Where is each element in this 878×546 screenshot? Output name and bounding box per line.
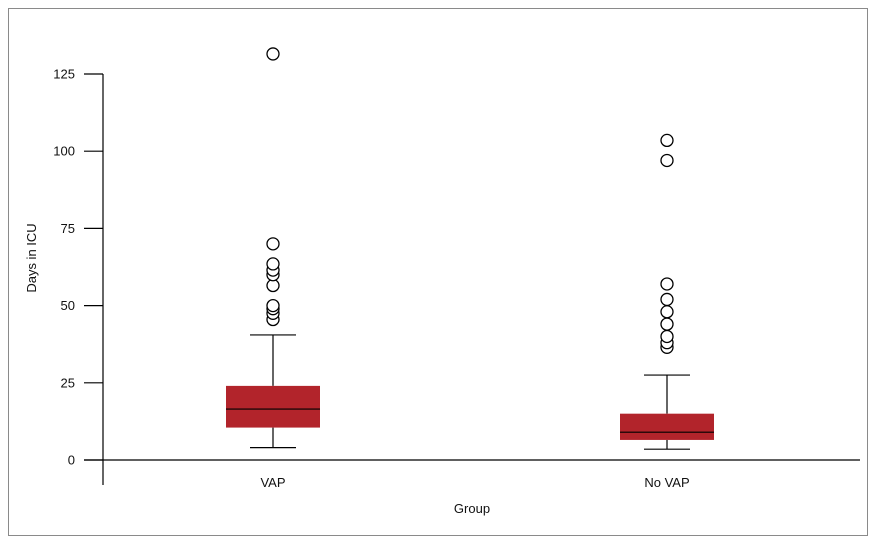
chart-frame [8,8,868,536]
outlier-point [660,133,674,148]
box-no-vap [620,133,714,450]
y-axis-title: Days in ICU [24,223,39,292]
outlier-point [266,298,280,313]
boxes-layer [226,47,714,450]
y-tick-label: 50 [61,298,75,313]
outlier-point [266,237,280,251]
box-vap [226,47,320,449]
outlier-point [660,292,674,307]
x-tick-label: No VAP [644,475,689,490]
y-tick-label: 125 [53,67,75,82]
x-axis-title: Group [454,501,490,516]
outlier-point [266,257,280,271]
y-tick-label: 0 [68,453,75,468]
y-tick-label: 25 [61,375,75,390]
axes: 0 25 50 75 100 125 VAP No VAP [53,67,860,490]
iqr-box [620,413,714,440]
outlier-point [660,317,674,331]
y-tick-label: 75 [61,221,75,236]
y-tick-label: 100 [53,144,75,159]
x-tick-label: VAP [260,475,285,490]
iqr-box [226,385,320,428]
outlier-point [660,305,674,319]
outlier-point [660,329,674,344]
outlier-point [660,153,674,168]
outlier-point [266,47,280,61]
outlier-point [660,277,674,291]
